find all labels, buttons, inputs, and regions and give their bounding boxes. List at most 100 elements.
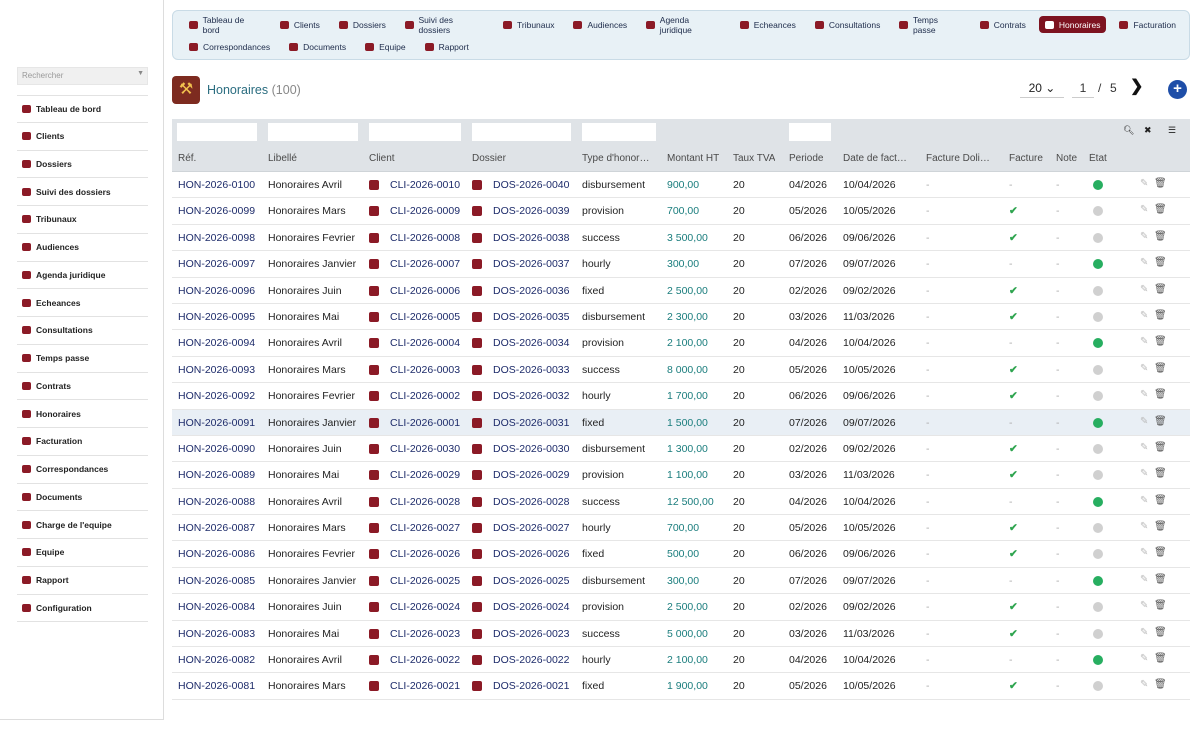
edit-icon[interactable]: ✎ [1140,468,1149,480]
dossier-link[interactable]: DOS-2026-0032 [493,390,570,403]
dossier-link[interactable]: DOS-2026-0027 [493,522,570,535]
client-link[interactable]: CLI-2026-0021 [390,680,461,693]
sidebar-item-consultations[interactable]: Consultations [17,317,148,345]
ref-link[interactable]: HON-2026-0084 [178,601,256,614]
client-link[interactable]: CLI-2026-0003 [390,363,461,376]
sidebar-item-configuration[interactable]: Configuration [17,595,148,623]
ref-link[interactable]: HON-2026-0094 [178,337,256,350]
client-link[interactable]: CLI-2026-0022 [390,654,461,667]
edit-icon[interactable]: ✎ [1140,547,1149,559]
sidebar-item-agenda-juridique[interactable]: Agenda juridique [17,262,148,290]
ref-link[interactable]: HON-2026-0085 [178,574,256,587]
ref-link[interactable]: HON-2026-0083 [178,627,256,640]
column-header-taux-tva[interactable]: Taux TVA [733,153,776,164]
edit-icon[interactable]: ✎ [1140,389,1149,401]
top-menu-clients[interactable]: Clients [274,16,326,33]
sidebar-item-audiences[interactable]: Audiences [17,234,148,262]
dossier-link[interactable]: DOS-2026-0023 [493,627,570,640]
top-menu-temps-passe[interactable]: Temps passe [893,15,966,35]
top-menu-rapport[interactable]: Rapport [419,38,475,55]
sidebar-item-contrats[interactable]: Contrats [17,373,148,401]
filter-libelle[interactable] [268,123,358,141]
filter-dossier[interactable] [472,123,571,141]
table-row[interactable]: HON-2026-0091 Honoraires Janvier CLI-2026-… [172,409,1190,436]
top-menu-consultations[interactable]: Consultations [809,16,887,33]
sidebar-item-charge-de-l-equipe[interactable]: Charge de l'equipe [17,511,148,539]
dossier-link[interactable]: DOS-2026-0033 [493,363,570,376]
trash-icon[interactable]: 🗑︎ [1154,600,1167,612]
client-link[interactable]: CLI-2026-0001 [390,416,461,429]
search-select[interactable]: Rechercher ▼ [17,67,148,85]
dossier-link[interactable]: DOS-2026-0031 [493,416,570,429]
column-header-date-de-fact[interactable]: Date de fact… [843,153,907,164]
table-row[interactable]: HON-2026-0083 Honoraires Mai CLI-2026-0023… [172,621,1190,648]
edit-icon[interactable]: ✎ [1140,600,1149,612]
table-row[interactable]: HON-2026-0094 Honoraires Avril CLI-2026-00… [172,330,1190,357]
table-row[interactable]: HON-2026-0086 Honoraires Fevrier CLI-2026-… [172,541,1190,568]
column-header-ref[interactable]: Réf. [178,153,197,164]
sidebar-item-rapport[interactable]: Rapport [17,567,148,595]
client-link[interactable]: CLI-2026-0024 [390,601,461,614]
edit-icon[interactable]: ✎ [1140,257,1149,269]
ref-link[interactable]: HON-2026-0081 [178,680,256,693]
top-menu-suivi-des-dossiers[interactable]: Suivi des dossiers [399,15,490,35]
client-link[interactable]: CLI-2026-0027 [390,522,461,535]
ref-link[interactable]: HON-2026-0093 [178,363,256,376]
column-list-icon[interactable]: ☰ [1168,125,1177,135]
sidebar-item-temps-passe[interactable]: Temps passe [17,345,148,373]
top-menu-agenda-juridique[interactable]: Agenda juridique [640,15,727,35]
client-link[interactable]: CLI-2026-0006 [390,284,461,297]
trash-icon[interactable]: 🗑︎ [1154,521,1167,533]
top-menu-dossiers[interactable]: Dossiers [333,16,392,33]
client-link[interactable]: CLI-2026-0025 [390,574,461,587]
edit-icon[interactable]: ✎ [1140,679,1149,691]
column-header-type-d-honor[interactable]: Type d'honor… [582,153,650,164]
client-link[interactable]: CLI-2026-0029 [390,469,461,482]
top-menu-facturation[interactable]: Facturation [1113,16,1182,33]
ref-link[interactable]: HON-2026-0098 [178,231,256,244]
dossier-link[interactable]: DOS-2026-0035 [493,310,570,323]
filter-client[interactable] [369,123,461,141]
edit-icon[interactable]: ✎ [1140,309,1149,321]
edit-icon[interactable]: ✎ [1140,283,1149,295]
trash-icon[interactable]: 🗑︎ [1154,626,1167,638]
sidebar-item-documents[interactable]: Documents [17,484,148,512]
client-link[interactable]: CLI-2026-0009 [390,205,461,218]
filter-periode[interactable] [789,123,831,141]
sidebar-item-honoraires[interactable]: Honoraires [17,400,148,428]
dossier-link[interactable]: DOS-2026-0021 [493,680,570,693]
page-number-input[interactable]: 1 [1072,78,1094,98]
chevron-down-icon[interactable]: ▼ [137,70,144,77]
table-row[interactable]: HON-2026-0089 Honoraires Mai CLI-2026-0029… [172,462,1190,489]
dossier-link[interactable]: DOS-2026-0040 [493,179,570,191]
dossier-link[interactable]: DOS-2026-0028 [493,495,570,508]
trash-icon[interactable]: 🗑︎ [1154,573,1167,585]
edit-icon[interactable]: ✎ [1140,336,1149,348]
column-header-facture-doli[interactable]: Facture Doli… [926,153,990,164]
top-menu-contrats[interactable]: Contrats [974,16,1032,33]
trash-icon[interactable]: 🗑︎ [1154,336,1167,348]
client-link[interactable]: CLI-2026-0004 [390,337,461,350]
client-link[interactable]: CLI-2026-0028 [390,495,461,508]
dossier-link[interactable]: DOS-2026-0022 [493,654,570,667]
dossier-link[interactable]: DOS-2026-0030 [493,442,570,455]
table-row[interactable]: HON-2026-0099 Honoraires Mars CLI-2026-000… [172,198,1190,225]
search-icon[interactable]: 🔍︎ [1123,125,1135,135]
dossier-link[interactable]: DOS-2026-0025 [493,574,570,587]
edit-icon[interactable]: ✎ [1140,415,1149,427]
edit-icon[interactable]: ✎ [1140,573,1149,585]
table-row[interactable]: HON-2026-0087 Honoraires Mars CLI-2026-002… [172,515,1190,542]
edit-icon[interactable]: ✎ [1140,178,1149,189]
trash-icon[interactable]: 🗑︎ [1154,178,1167,189]
next-page-icon[interactable]: ❯ [1130,78,1144,95]
column-header-dossier[interactable]: Dossier [472,153,506,164]
top-menu-echeances[interactable]: Echeances [734,16,802,33]
sidebar-item-echeances[interactable]: Echeances [17,289,148,317]
ref-link[interactable]: HON-2026-0090 [178,442,256,455]
ref-link[interactable]: HON-2026-0091 [178,416,256,429]
edit-icon[interactable]: ✎ [1140,204,1149,216]
column-header-etat[interactable]: État [1089,153,1107,164]
trash-icon[interactable]: 🗑︎ [1154,362,1167,374]
edit-icon[interactable]: ✎ [1140,653,1149,665]
ref-link[interactable]: HON-2026-0088 [178,495,256,508]
